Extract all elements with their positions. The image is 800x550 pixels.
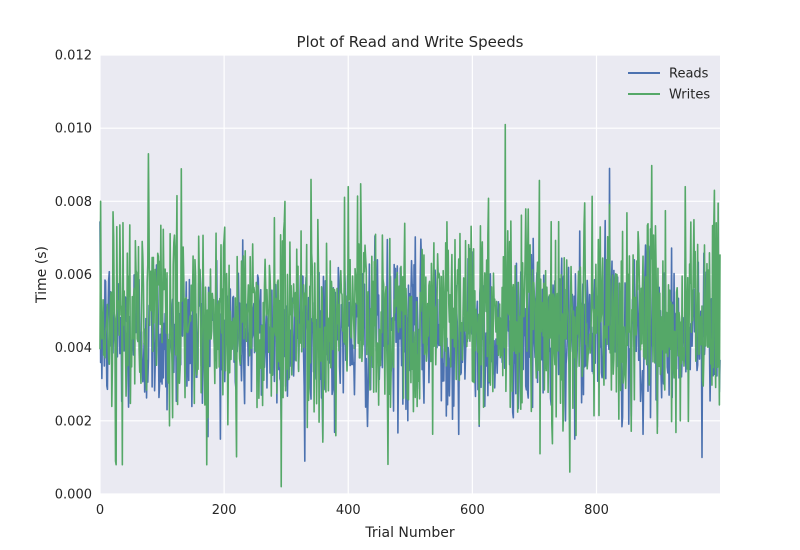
legend: Reads Writes [628,67,710,103]
series-group [99,123,721,488]
legend-label-reads: Reads [669,67,709,82]
chart-title: Plot of Read and Write Speeds [297,33,524,51]
y-axis-label: Time (s) [34,246,50,304]
y-tick-label: 0.000 [55,488,92,503]
y-tick-label: 0.012 [55,49,92,64]
y-tick-label: 0.002 [55,414,92,429]
x-axis-label: Trial Number [364,525,455,541]
series-line-writes [99,123,721,488]
x-tick-label: 0 [96,503,104,518]
y-tick-label: 0.006 [55,268,92,283]
y-tick-label: 0.010 [55,122,92,137]
y-tick-label: 0.004 [55,341,92,356]
x-tick-label: 200 [212,503,237,518]
x-tick-label: 600 [460,503,485,518]
legend-label-writes: Writes [669,88,710,103]
tick-labels: 0 200 400 600 800 0.000 0.002 0.004 0.006 0.008 0.… [55,49,609,519]
x-tick-label: 400 [336,503,361,518]
x-tick-label: 800 [584,503,609,518]
y-tick-label: 0.008 [55,195,92,210]
